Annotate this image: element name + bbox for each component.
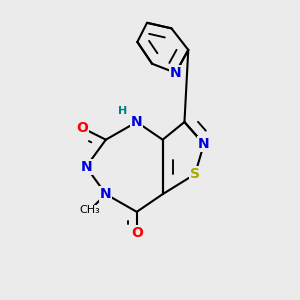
Text: N: N: [100, 187, 112, 201]
Text: N: N: [80, 160, 92, 174]
Text: N: N: [131, 115, 142, 129]
Text: N: N: [198, 137, 210, 151]
Text: O: O: [131, 226, 143, 240]
Text: N: N: [170, 66, 182, 80]
Text: H: H: [118, 106, 127, 116]
Text: S: S: [190, 167, 200, 181]
Text: CH₃: CH₃: [79, 206, 100, 215]
Text: O: O: [76, 121, 88, 135]
